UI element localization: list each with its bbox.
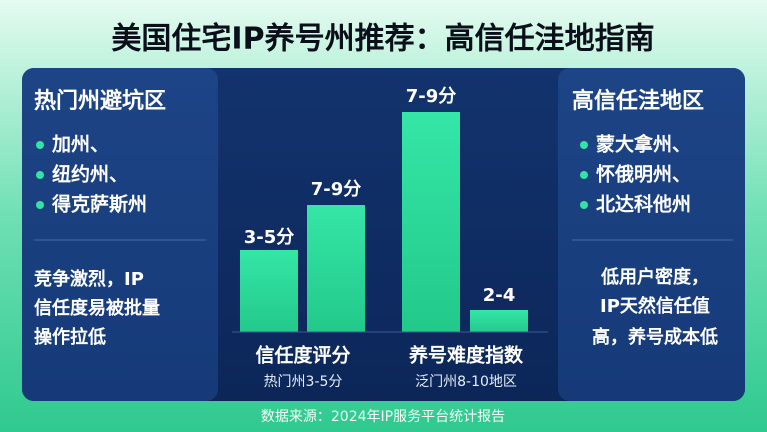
left-item: 加州、 xyxy=(51,134,109,156)
left-panel xyxy=(22,68,218,401)
left-item: 得克萨斯州 xyxy=(51,193,147,216)
group-label: 养号难度指数 xyxy=(408,344,524,367)
bar-label: 7-9分 xyxy=(311,179,362,200)
bullet xyxy=(36,201,44,209)
bar xyxy=(307,205,365,332)
bullet xyxy=(36,141,44,149)
bar-label: 3-5分 xyxy=(244,227,295,248)
bar xyxy=(470,310,528,332)
bar xyxy=(402,112,460,332)
left-description: 操作拉低 xyxy=(34,326,106,348)
left-description: 竞争激烈，IP xyxy=(34,268,144,290)
bullet xyxy=(36,171,44,179)
right-description: 低用户密度， xyxy=(600,266,709,288)
right-description: IP天然信任值 xyxy=(600,295,710,317)
bullet xyxy=(580,141,588,149)
bar-label: 7-9分 xyxy=(406,86,457,107)
right-panel xyxy=(558,68,745,401)
right-item: 怀俄明州、 xyxy=(596,163,691,186)
bar xyxy=(240,250,298,332)
group-sublabel: 泛门州8-10地区 xyxy=(415,374,517,390)
bullet xyxy=(580,171,588,179)
group-sublabel: 热门州3-5分 xyxy=(264,374,343,390)
title: 美国住宅IP养号州推荐：高信任洼地指南 xyxy=(111,22,654,57)
left-description: 信任度易被批量 xyxy=(34,297,160,319)
bar-label: 2-4 xyxy=(483,285,516,306)
bullet xyxy=(580,201,588,209)
right-description: 高，养号成本低 xyxy=(592,326,718,348)
left-item: 纽约州、 xyxy=(52,163,128,186)
footer: 数据来源：2024年IP服务平台统计报告 xyxy=(261,409,505,425)
right-heading: 高信任洼地区 xyxy=(572,88,704,114)
group-label: 信任度评分 xyxy=(255,344,350,367)
left-heading: 热门州避坑区 xyxy=(34,88,166,114)
right-item: 蒙大拿州、 xyxy=(596,133,691,156)
right-item: 北达科他州 xyxy=(596,193,691,216)
